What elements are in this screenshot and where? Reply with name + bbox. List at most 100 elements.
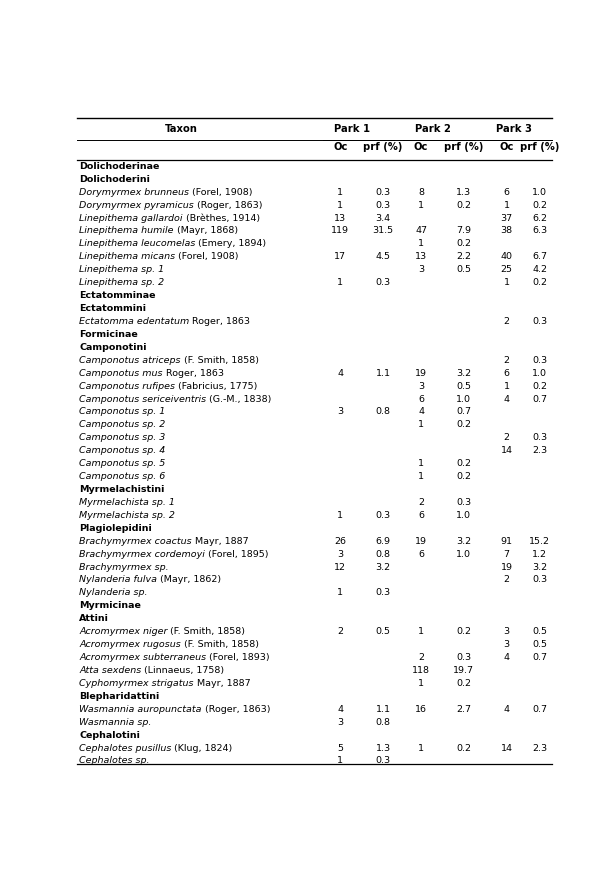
Text: 13: 13 [415, 252, 427, 262]
Text: 0.3: 0.3 [456, 498, 471, 507]
Text: 15.2: 15.2 [529, 537, 550, 546]
Text: 4: 4 [503, 705, 509, 713]
Text: 0.2: 0.2 [532, 278, 547, 287]
Text: Acromyrmex niger: Acromyrmex niger [79, 627, 167, 636]
Text: Attini: Attini [79, 614, 109, 623]
Text: Mayr, 1887: Mayr, 1887 [192, 537, 248, 546]
Text: Camponotus sp. 5: Camponotus sp. 5 [79, 459, 166, 468]
Text: 3.4: 3.4 [376, 214, 390, 222]
Text: 2.7: 2.7 [456, 705, 471, 713]
Text: 3: 3 [503, 640, 509, 649]
Text: 1: 1 [418, 472, 424, 481]
Text: 3.2: 3.2 [456, 368, 471, 378]
Text: 0.5: 0.5 [532, 640, 547, 649]
Text: 1: 1 [418, 239, 424, 249]
Text: Linepithema sp. 2: Linepithema sp. 2 [79, 278, 164, 287]
Text: Camponotus sp. 3: Camponotus sp. 3 [79, 434, 166, 442]
Text: 17: 17 [334, 252, 346, 262]
Text: Linepithema sp. 1: Linepithema sp. 1 [79, 265, 164, 275]
Text: 0.3: 0.3 [376, 188, 390, 196]
Text: Camponotus sp. 4: Camponotus sp. 4 [79, 446, 166, 455]
Text: 0.3: 0.3 [376, 588, 390, 597]
Text: 1: 1 [337, 188, 343, 196]
Text: 0.8: 0.8 [376, 408, 390, 416]
Text: 1: 1 [337, 511, 343, 520]
Text: Cephalotini: Cephalotini [79, 731, 140, 740]
Text: 1: 1 [418, 679, 424, 688]
Text: Acromyrmex rugosus: Acromyrmex rugosus [79, 640, 181, 649]
Text: 0.3: 0.3 [376, 201, 390, 209]
Text: Roger, 1863: Roger, 1863 [162, 368, 224, 378]
Text: Linepithema micans: Linepithema micans [79, 252, 175, 262]
Text: 2: 2 [503, 434, 509, 442]
Text: Park 1: Park 1 [334, 124, 370, 135]
Text: 0.3: 0.3 [376, 278, 390, 287]
Text: Dorymyrmex brunneus: Dorymyrmex brunneus [79, 188, 189, 196]
Text: Oc: Oc [500, 143, 514, 152]
Text: 4.2: 4.2 [532, 265, 547, 275]
Text: 3: 3 [418, 265, 424, 275]
Text: 6: 6 [503, 188, 509, 196]
Text: 6.9: 6.9 [376, 537, 390, 546]
Text: 118: 118 [412, 666, 430, 675]
Text: Dolichoderinae: Dolichoderinae [79, 162, 159, 171]
Text: 19: 19 [415, 537, 427, 546]
Text: 4: 4 [337, 705, 343, 713]
Text: 0.3: 0.3 [532, 355, 547, 365]
Text: 31.5: 31.5 [373, 227, 394, 235]
Text: 3: 3 [337, 549, 343, 559]
Text: 6.2: 6.2 [532, 214, 547, 222]
Text: Cephalotes pusillus: Cephalotes pusillus [79, 744, 172, 753]
Text: Oc: Oc [414, 143, 428, 152]
Text: (Fabricius, 1775): (Fabricius, 1775) [175, 381, 257, 390]
Text: 1: 1 [418, 459, 424, 468]
Text: (F. Smith, 1858): (F. Smith, 1858) [181, 640, 259, 649]
Text: 2: 2 [418, 498, 424, 507]
Text: Camponotus atriceps: Camponotus atriceps [79, 355, 180, 365]
Text: (Brèthes, 1914): (Brèthes, 1914) [183, 214, 260, 222]
Text: Taxon: Taxon [165, 124, 197, 135]
Text: Myrmicinae: Myrmicinae [79, 601, 141, 610]
Text: 47: 47 [415, 227, 427, 235]
Text: 4: 4 [503, 653, 509, 662]
Text: Camponotus sericeiventris: Camponotus sericeiventris [79, 395, 206, 403]
Text: 14: 14 [501, 744, 512, 753]
Text: 0.5: 0.5 [532, 627, 547, 636]
Text: 3: 3 [418, 381, 424, 390]
Text: Mayr, 1887: Mayr, 1887 [194, 679, 250, 688]
Text: 0.2: 0.2 [456, 201, 471, 209]
Text: 0.3: 0.3 [456, 653, 471, 662]
Text: 0.2: 0.2 [456, 421, 471, 429]
Text: Plagiolepidini: Plagiolepidini [79, 524, 152, 533]
Text: 6.3: 6.3 [532, 227, 547, 235]
Text: 1: 1 [418, 627, 424, 636]
Text: 37: 37 [500, 214, 512, 222]
Text: 3: 3 [337, 718, 343, 726]
Text: 13: 13 [334, 214, 346, 222]
Text: 3: 3 [503, 627, 509, 636]
Text: 119: 119 [331, 227, 349, 235]
Text: 3.2: 3.2 [456, 537, 471, 546]
Text: prf (%): prf (%) [364, 143, 403, 152]
Text: Linepithema humile: Linepithema humile [79, 227, 173, 235]
Text: (Forel, 1893): (Forel, 1893) [206, 653, 270, 662]
Text: 0.8: 0.8 [376, 718, 390, 726]
Text: (Forel, 1908): (Forel, 1908) [189, 188, 253, 196]
Text: 19: 19 [501, 562, 512, 572]
Text: 0.2: 0.2 [456, 472, 471, 481]
Text: 0.7: 0.7 [532, 705, 547, 713]
Text: 3.2: 3.2 [532, 562, 547, 572]
Text: Ectatomminae: Ectatomminae [79, 291, 156, 300]
Text: Myrmelachista sp. 2: Myrmelachista sp. 2 [79, 511, 175, 520]
Text: 1: 1 [503, 381, 509, 390]
Text: (F. Smith, 1858): (F. Smith, 1858) [167, 627, 245, 636]
Text: 6.7: 6.7 [532, 252, 547, 262]
Text: (Klug, 1824): (Klug, 1824) [172, 744, 232, 753]
Text: 2: 2 [418, 653, 424, 662]
Text: 38: 38 [500, 227, 512, 235]
Text: Roger, 1863: Roger, 1863 [189, 317, 250, 326]
Text: 2.2: 2.2 [456, 252, 471, 262]
Text: 1.3: 1.3 [456, 188, 471, 196]
Text: Brachymyrmex sp.: Brachymyrmex sp. [79, 562, 169, 572]
Text: 14: 14 [501, 446, 512, 455]
